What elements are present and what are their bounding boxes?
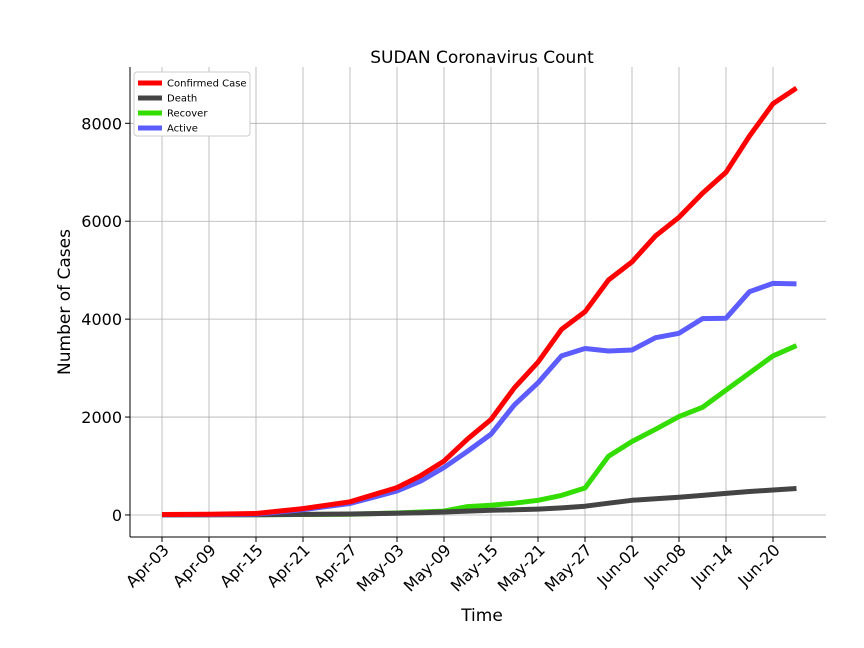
series-line-confirmed-case — [161, 86, 798, 517]
legend-label: Confirmed Case — [167, 79, 247, 90]
x-tick-label: Apr-15 — [216, 540, 267, 591]
x-tick-label: Apr-09 — [169, 540, 220, 591]
legend-label: Active — [167, 124, 198, 135]
y-ticks: 0 2000 4000 6000 8000 — [81, 114, 130, 525]
y-axis-title: Number of Cases — [55, 229, 75, 375]
axes — [129, 67, 826, 538]
chart-title: SUDAN Coronavirus Count — [370, 48, 594, 68]
x-axis-title: Time — [460, 606, 503, 626]
y-tick-label: 4000 — [81, 310, 122, 329]
x-tick-label: Apr-21 — [263, 540, 314, 591]
x-ticks: Apr-03Apr-09Apr-15Apr-21Apr-27May-03May-… — [122, 537, 784, 596]
legend: Confirmed Case Death Recover Active — [133, 71, 251, 137]
x-tick-label: May-09 — [400, 540, 455, 595]
x-tick-label: Apr-03 — [122, 540, 173, 591]
y-tick-label: 8000 — [81, 114, 122, 133]
legend-label: Recover — [167, 109, 208, 120]
x-tick-label: May-27 — [541, 540, 596, 595]
x-tick-label: Jun-14 — [687, 540, 737, 590]
gridlines — [130, 67, 826, 537]
y-tick-label: 2000 — [81, 408, 122, 427]
x-tick-label: May-03 — [353, 540, 408, 595]
series-lines — [161, 86, 798, 518]
x-tick-label: May-15 — [447, 540, 502, 595]
y-tick-label: 0 — [112, 506, 122, 525]
x-tick-label: May-21 — [494, 540, 549, 595]
y-tick-label: 6000 — [81, 212, 122, 231]
legend-frame — [133, 71, 251, 137]
x-tick-label: Jun-02 — [593, 540, 643, 590]
series-line-active — [161, 280, 797, 518]
series-line-death — [161, 486, 797, 518]
legend-label: Death — [167, 94, 197, 105]
x-tick-label: Jun-20 — [734, 540, 784, 590]
x-tick-label: Jun-08 — [640, 540, 690, 590]
